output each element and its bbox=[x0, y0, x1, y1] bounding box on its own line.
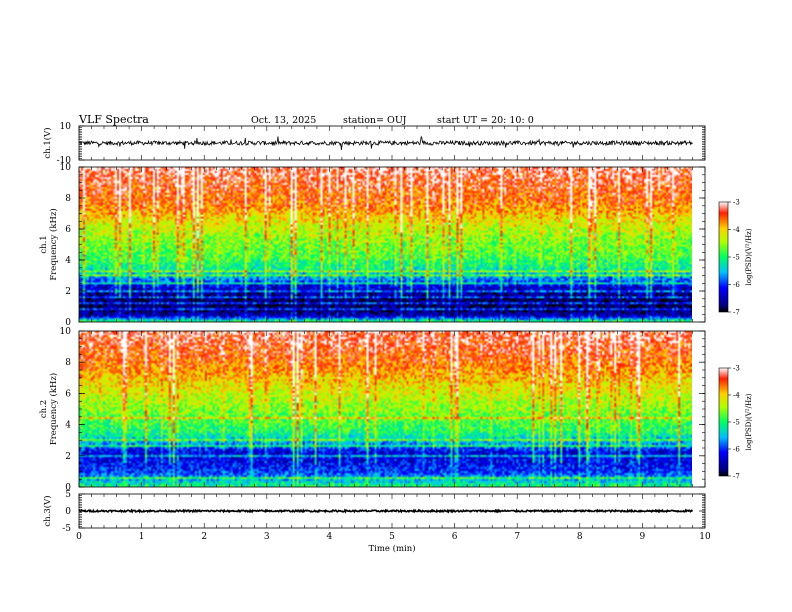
y-tick-label: 10 bbox=[60, 122, 72, 132]
header-start-time: start UT = 20: 10: 0 bbox=[437, 115, 534, 126]
y-tick-label: 4 bbox=[65, 256, 71, 266]
colorbar-tick-label: -5 bbox=[733, 419, 740, 427]
y-tick-label: 2 bbox=[65, 452, 71, 462]
y-tick-label: 4 bbox=[65, 421, 71, 431]
spectrogram-image bbox=[79, 167, 692, 322]
waveform-trace bbox=[78, 508, 694, 514]
y-axis-label: ch.3(V) bbox=[42, 495, 53, 526]
y-tick-label: 5 bbox=[65, 490, 71, 500]
y-tick-label: 10 bbox=[60, 163, 72, 173]
plot-frame bbox=[78, 125, 706, 161]
x-tick-label: 0 bbox=[76, 532, 82, 542]
waveform-trace bbox=[78, 135, 693, 151]
colorbar bbox=[718, 367, 729, 477]
y-tick-label: 10 bbox=[60, 327, 72, 337]
x-tick-label: 5 bbox=[389, 532, 395, 542]
colorbar-tick-label: -7 bbox=[733, 309, 740, 317]
y-tick-label: 6 bbox=[65, 389, 71, 399]
figure-title: VLF Spectra bbox=[78, 113, 149, 126]
colorbar-tick-label: -5 bbox=[733, 254, 740, 262]
x-tick-label: 3 bbox=[264, 532, 270, 542]
y-tick-label: -10 bbox=[57, 156, 72, 166]
y-tick-label: 6 bbox=[65, 225, 71, 235]
x-tick-label: 6 bbox=[452, 532, 458, 542]
y-tick-label: 8 bbox=[65, 194, 71, 204]
y-tick-label: 2 bbox=[65, 287, 71, 297]
header-station: station= OUJ bbox=[343, 115, 407, 126]
ch1-waveform-panel: 10 -10 ch.1(V) bbox=[42, 122, 706, 166]
colorbar-tick-label: -7 bbox=[733, 473, 740, 481]
colorbar-label: log(PSD)(V²/Hz) bbox=[745, 228, 753, 285]
colorbar-tick-label: -4 bbox=[733, 392, 740, 400]
colorbar-label: log(PSD)(V²/Hz) bbox=[745, 393, 753, 450]
x-tick-label: 1 bbox=[139, 532, 145, 542]
y-tick-label: 0 bbox=[65, 507, 71, 517]
y-tick-label: 8 bbox=[65, 358, 71, 368]
y-tick-label: -5 bbox=[62, 524, 71, 534]
x-tick-label: 4 bbox=[327, 532, 333, 542]
header-date: Oct. 13, 2025 bbox=[251, 115, 316, 126]
y-axis-label: ch.1 bbox=[39, 235, 49, 253]
ch3-waveform-panel: 0 1 2 3 4 5 6 7 8 9 10 5 0 -5 ch.3(V) Time (min) bbox=[42, 490, 711, 554]
y-axis-label: ch.1(V) bbox=[42, 127, 53, 158]
x-tick-label: 2 bbox=[201, 532, 207, 542]
x-tick-label: 9 bbox=[640, 532, 646, 542]
y-axis-label: ch.2 bbox=[39, 400, 49, 418]
x-tick-label: 10 bbox=[699, 532, 711, 542]
y-axis-label: Frequency (kHz) bbox=[48, 208, 59, 280]
x-tick-label: 8 bbox=[577, 532, 583, 542]
y-tick-label: 0 bbox=[65, 318, 71, 328]
colorbar-tick-label: -6 bbox=[733, 281, 740, 289]
x-axis-label: Time (min) bbox=[368, 543, 415, 554]
colorbar-tick-label: -4 bbox=[733, 226, 740, 234]
colorbar-tick-label: -3 bbox=[733, 199, 740, 207]
colorbar-tick-label: -6 bbox=[733, 446, 740, 454]
y-tick-label: 0 bbox=[65, 483, 71, 493]
ch2-spectrogram-panel: 0 2 4 6 8 10 ch.2 Frequency (kHz) -3 -4 -5 -6 -7 log(… bbox=[39, 327, 753, 493]
y-axis-label: Frequency (kHz) bbox=[48, 373, 59, 445]
colorbar-tick-label: -3 bbox=[733, 365, 740, 373]
ch1-spectrogram-panel: 0 2 4 6 8 10 ch.1 Frequency (kHz) -3 -4 -5 -6 -7 log(… bbox=[39, 163, 753, 328]
spectrogram-image bbox=[79, 331, 692, 487]
x-tick-label: 7 bbox=[514, 532, 520, 542]
colorbar bbox=[718, 201, 729, 313]
